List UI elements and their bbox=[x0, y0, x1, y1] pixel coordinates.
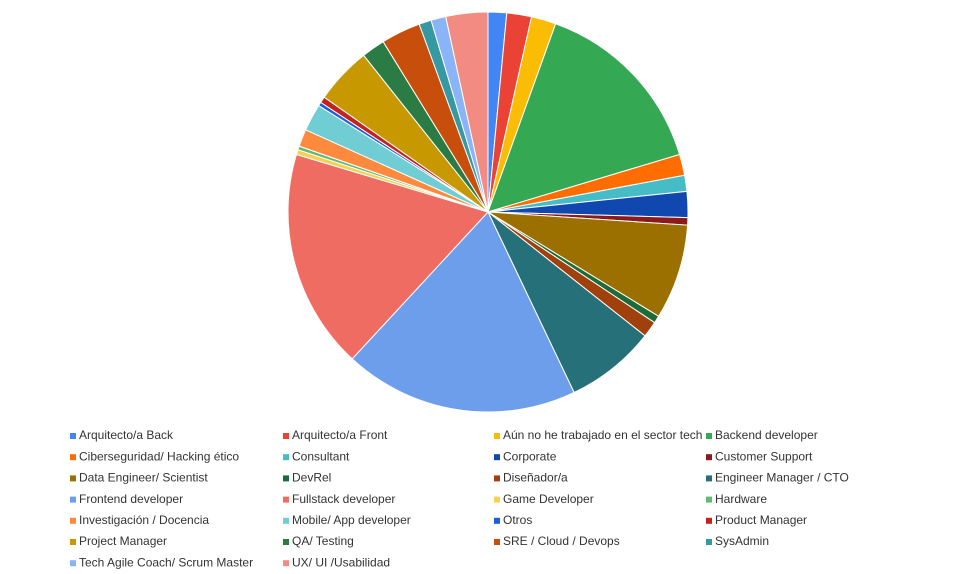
legend-swatch bbox=[70, 433, 76, 439]
legend-swatch bbox=[494, 454, 500, 461]
pie-slice bbox=[287, 153, 489, 360]
legend-swatch bbox=[494, 496, 500, 503]
legend-swatch bbox=[70, 539, 76, 545]
legend-swatch bbox=[283, 560, 289, 567]
legend-label: Corporate bbox=[503, 449, 557, 463]
pie-slice bbox=[487, 23, 681, 213]
legend-label: Investigación / Docencia bbox=[79, 513, 209, 527]
legend-swatch bbox=[706, 517, 712, 524]
legend-label: Backend developer bbox=[715, 428, 818, 442]
pie-slice bbox=[351, 211, 575, 413]
legend-swatch bbox=[283, 433, 289, 439]
legend-label: DevRel bbox=[292, 471, 331, 485]
legend-label: Aún no he trabajado en el sector tech bbox=[503, 428, 702, 442]
legend-label: Game Developer bbox=[503, 492, 594, 506]
pie-slice bbox=[445, 11, 489, 213]
legend-swatch bbox=[494, 539, 500, 545]
legend-label: Hardware bbox=[715, 492, 767, 506]
legend-label: Fullstack developer bbox=[292, 492, 395, 506]
legend-label: Diseñador/a bbox=[503, 471, 568, 485]
legend-swatch bbox=[70, 496, 76, 503]
legend-swatch bbox=[283, 539, 289, 545]
legend-label: SRE / Cloud / Devops bbox=[503, 534, 620, 548]
pie-slice bbox=[487, 211, 689, 318]
legend-swatch bbox=[70, 454, 76, 461]
legend-swatch bbox=[494, 433, 500, 439]
legend-label: Product Manager bbox=[715, 513, 807, 527]
legend-swatch bbox=[70, 517, 76, 524]
legend-swatch bbox=[283, 475, 289, 482]
legend-swatch bbox=[283, 454, 289, 461]
legend-swatch bbox=[706, 539, 712, 545]
legend-swatch bbox=[494, 475, 500, 482]
legend-label: Tech Agile Coach/ Scrum Master bbox=[79, 555, 253, 569]
legend-swatch bbox=[70, 560, 76, 567]
legend-swatch bbox=[706, 433, 712, 439]
legend-label: Frontend developer bbox=[79, 492, 183, 506]
legend-label: Arquitecto/a Front bbox=[292, 428, 388, 442]
legend-swatch bbox=[706, 454, 712, 461]
legend-label: Consultant bbox=[292, 449, 350, 463]
legend-label: QA/ Testing bbox=[292, 534, 354, 548]
legend-label: Ciberseguridad/ Hacking ético bbox=[79, 449, 239, 463]
legend-swatch bbox=[283, 517, 289, 524]
legend-label: Customer Support bbox=[715, 449, 813, 463]
legend-swatch bbox=[283, 496, 289, 503]
legend-label: Otros bbox=[503, 513, 532, 527]
legend-label: Engineer Manager / CTO bbox=[715, 471, 849, 485]
legend-swatch bbox=[70, 475, 76, 482]
legend-label: Mobile/ App developer bbox=[292, 513, 411, 527]
legend-label: Arquitecto/a Back bbox=[79, 428, 174, 442]
legend-swatch bbox=[706, 496, 712, 503]
legend-label: SysAdmin bbox=[715, 534, 769, 548]
legend-swatch bbox=[706, 475, 712, 482]
legend-swatch bbox=[494, 517, 500, 524]
legend-label: Project Manager bbox=[79, 534, 167, 548]
legend-label: UX/ UI /Usabilidad bbox=[292, 555, 390, 569]
legend-label: Data Engineer/ Scientist bbox=[79, 471, 208, 485]
